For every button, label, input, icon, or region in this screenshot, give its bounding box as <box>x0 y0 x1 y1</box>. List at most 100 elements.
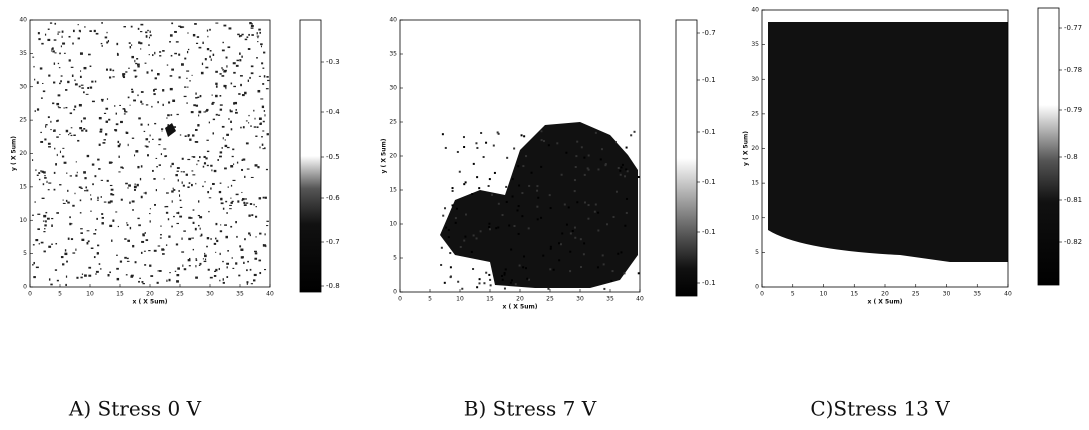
speckle <box>478 187 481 190</box>
speckle <box>219 182 222 184</box>
speckle <box>122 108 126 110</box>
speckle <box>62 202 66 204</box>
speckle <box>241 159 244 161</box>
speckle <box>222 260 224 263</box>
y-axis-label: y ( X 5um) <box>743 131 750 166</box>
speckle <box>236 161 239 164</box>
speckle <box>444 146 447 149</box>
speckle <box>236 59 239 62</box>
speckle <box>44 33 47 36</box>
speckle <box>243 201 246 204</box>
speckle <box>122 73 126 76</box>
caption: B) Stress 7 V <box>464 397 597 421</box>
y-tick-label: 35 <box>19 50 27 57</box>
speckle <box>582 253 585 256</box>
speckle <box>94 175 97 178</box>
speckle <box>267 79 270 82</box>
speckle <box>244 238 246 241</box>
speckle <box>520 134 523 137</box>
x-tick-label: 25 <box>176 291 184 298</box>
speckle <box>454 217 457 220</box>
speckle <box>148 44 150 46</box>
speckle <box>224 139 226 141</box>
speckle <box>602 263 605 266</box>
speckle <box>203 162 207 165</box>
speckle <box>65 106 68 109</box>
speckle <box>87 240 90 243</box>
speckle <box>242 256 244 258</box>
colorbar-label: -0.78 <box>1064 66 1082 74</box>
speckle <box>54 22 57 25</box>
speckle <box>137 217 140 220</box>
x-axis-label: x ( X 5um) <box>868 299 903 306</box>
speckle <box>208 197 212 199</box>
speckle <box>56 136 59 138</box>
speckle <box>149 264 152 267</box>
speckle <box>50 128 52 131</box>
speckle <box>244 38 248 41</box>
speckle <box>66 260 68 263</box>
speckle <box>62 42 66 45</box>
speckle <box>549 245 552 248</box>
speckle <box>511 178 514 181</box>
speckle <box>114 105 116 107</box>
speckle <box>219 104 223 106</box>
speckle <box>173 215 175 218</box>
speckle <box>93 233 97 235</box>
x-tick-label: 10 <box>86 291 94 298</box>
speckle <box>36 108 40 111</box>
speckle <box>138 41 141 44</box>
speckle <box>249 76 251 79</box>
speckle <box>79 70 82 72</box>
speckle <box>85 129 88 132</box>
speckle <box>603 287 606 290</box>
speckle <box>594 131 597 134</box>
speckle <box>34 110 36 113</box>
speckle <box>181 63 184 66</box>
speckle <box>475 142 478 145</box>
speckle <box>493 171 496 174</box>
speckle <box>129 46 132 49</box>
speckle <box>184 86 187 88</box>
speckle <box>203 260 207 263</box>
colorbar-label: -0.1 <box>702 178 716 186</box>
speckle <box>223 24 227 27</box>
speckle <box>63 107 65 109</box>
speckle <box>140 101 143 103</box>
speckle <box>497 226 500 229</box>
speckle <box>215 113 218 116</box>
speckle <box>99 130 103 133</box>
speckle <box>253 126 257 128</box>
speckle <box>66 172 68 174</box>
speckle <box>179 26 183 29</box>
speckle <box>72 252 76 254</box>
speckle <box>478 282 481 285</box>
speckle <box>140 165 143 168</box>
speckle <box>243 261 245 264</box>
speckle <box>483 282 486 285</box>
speckle <box>254 117 256 120</box>
speckle <box>181 26 185 28</box>
speckle <box>485 271 488 274</box>
speckle <box>83 128 86 130</box>
speckle <box>191 74 193 76</box>
speckle <box>202 41 204 45</box>
speckle <box>72 42 74 45</box>
speckle <box>79 199 82 202</box>
speckle <box>161 248 165 251</box>
speckle <box>619 169 622 172</box>
speckle <box>206 29 209 32</box>
speckle <box>226 262 230 265</box>
speckle <box>170 165 172 168</box>
speckle <box>177 179 179 182</box>
speckle <box>69 132 72 134</box>
speckle <box>480 131 483 134</box>
speckle <box>144 264 147 266</box>
speckle <box>249 234 251 237</box>
speckle <box>521 192 524 195</box>
speckle <box>248 33 250 36</box>
speckle <box>164 155 168 157</box>
speckle <box>262 67 265 69</box>
speckle <box>262 83 265 85</box>
speckle <box>176 167 180 169</box>
